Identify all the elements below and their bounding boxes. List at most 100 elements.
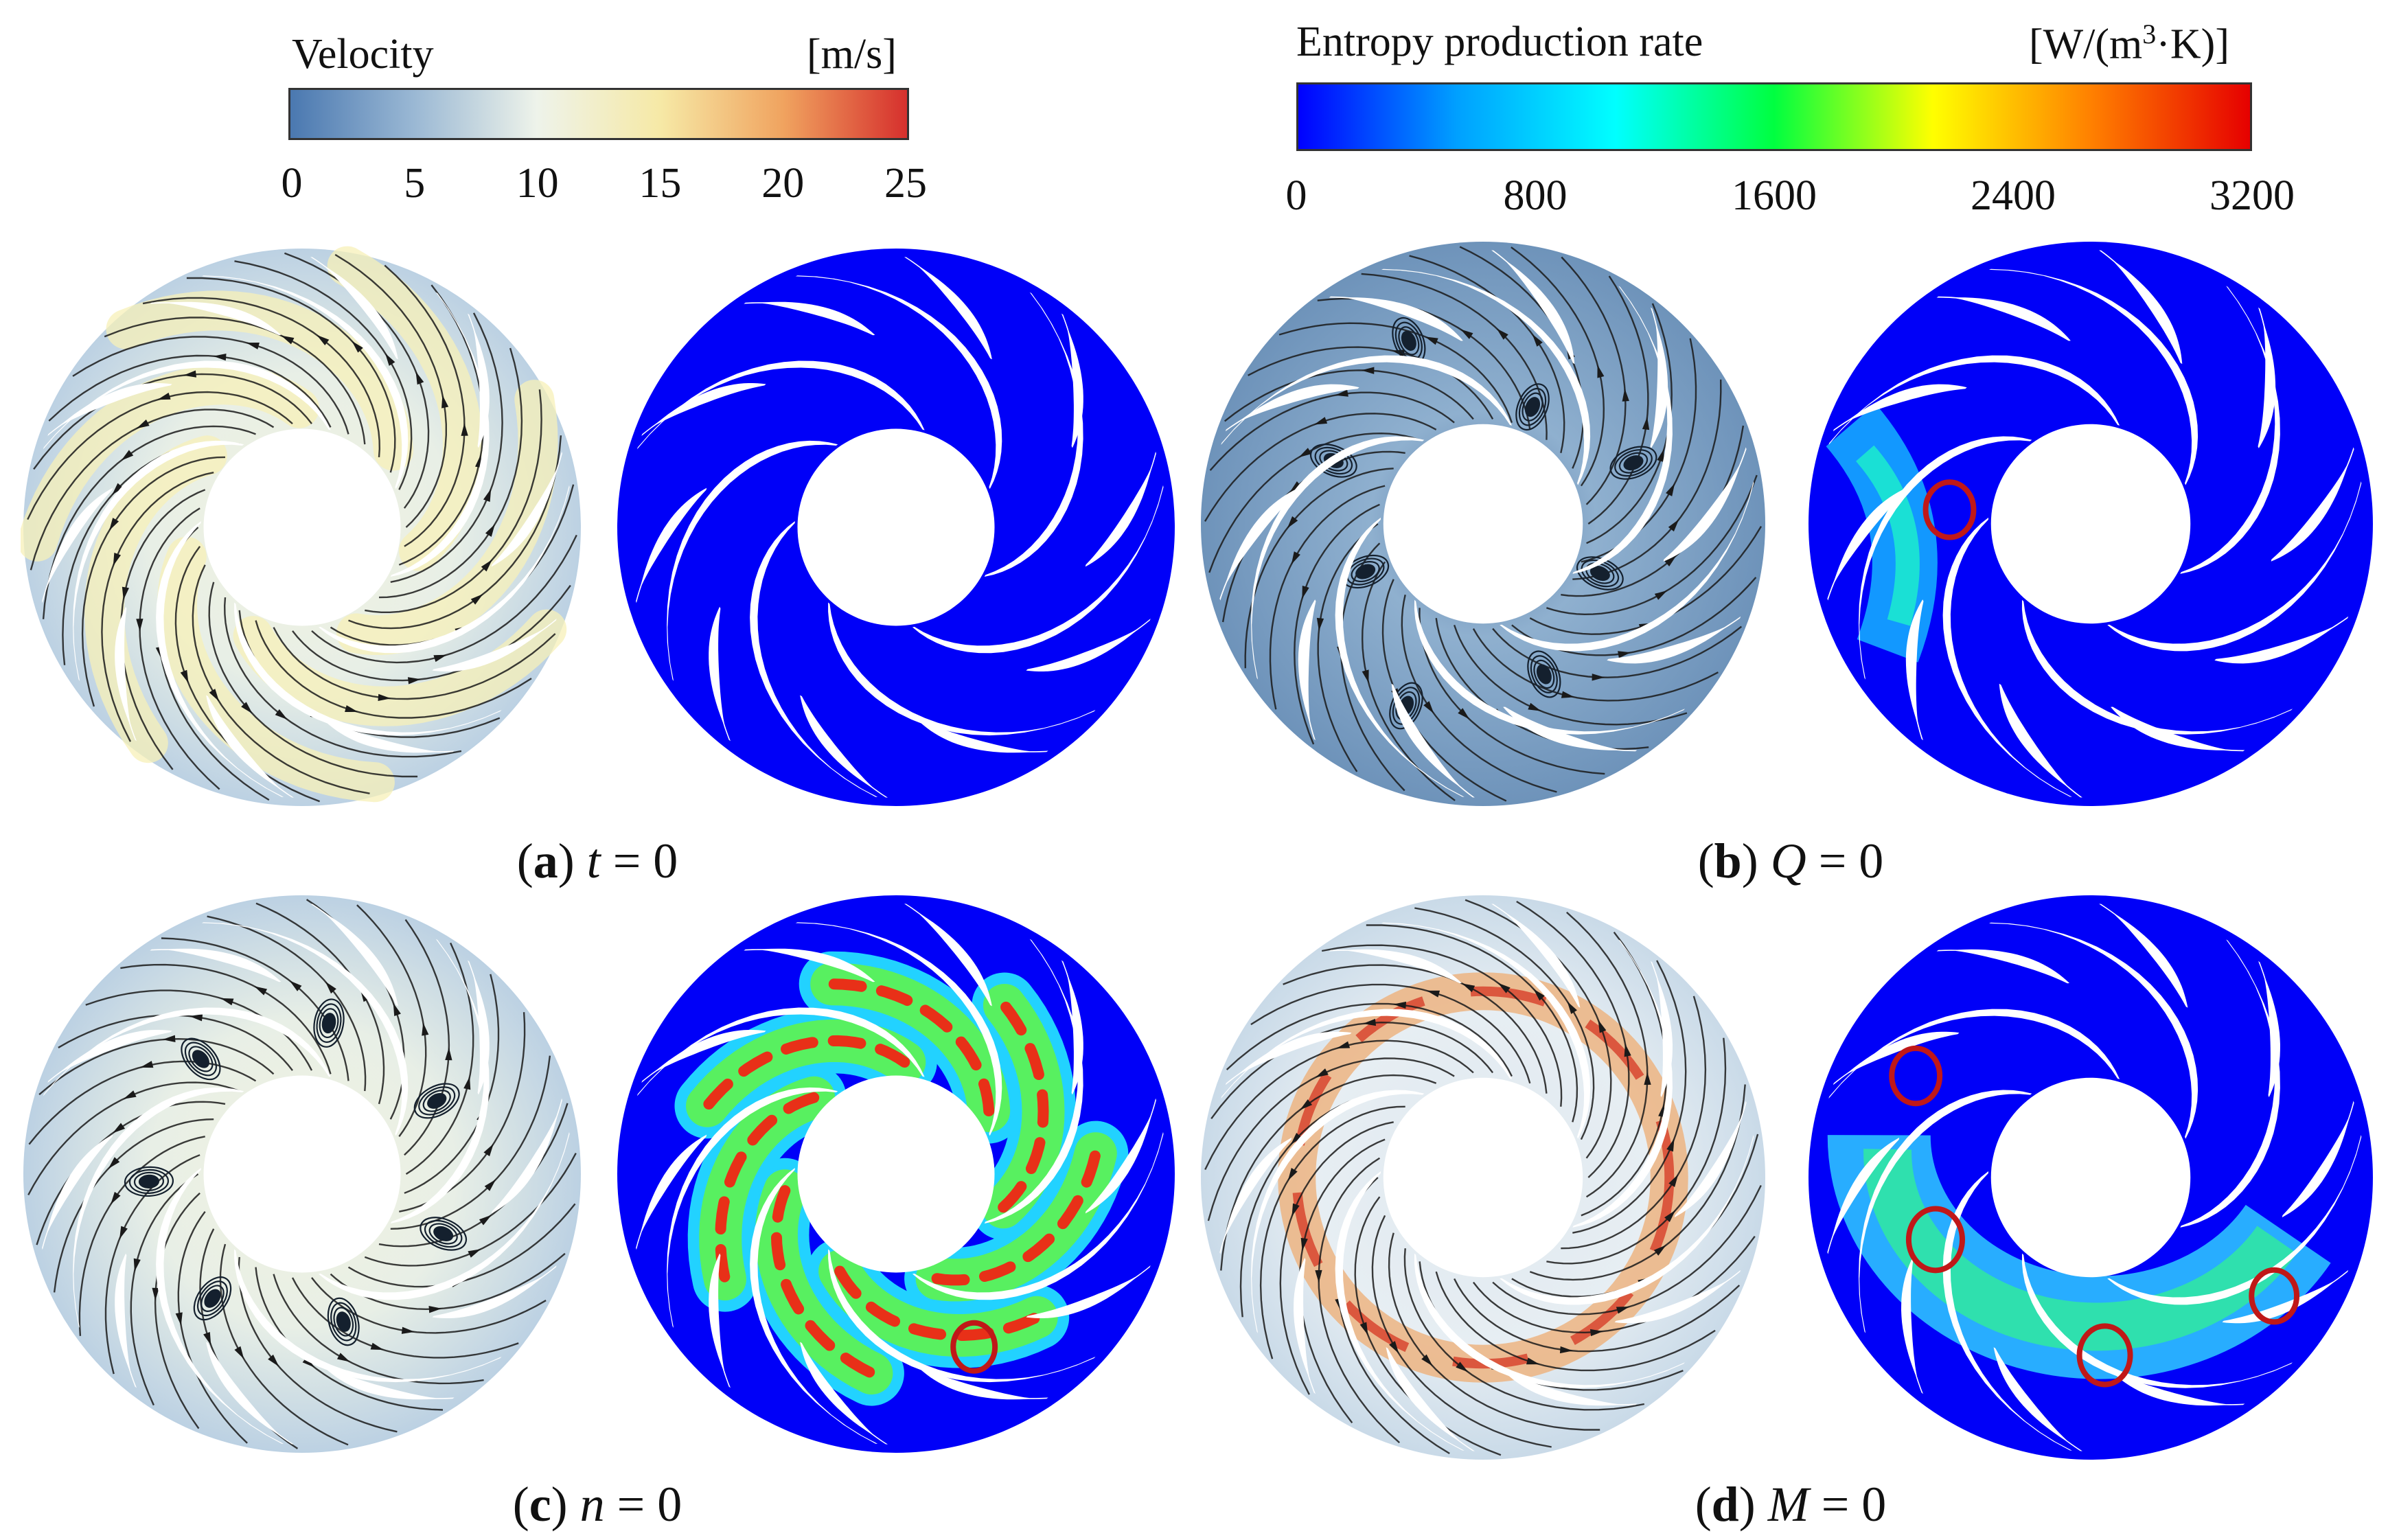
flow-arrow	[1313, 417, 1328, 425]
flow-arrow	[1291, 551, 1300, 564]
flow-arrow	[415, 371, 424, 385]
impeller-blade	[73, 1087, 244, 1328]
guide-vane	[1607, 616, 1741, 664]
impeller-hub	[1383, 1077, 1583, 1278]
highlight-circle	[1922, 479, 1977, 540]
guide-vane	[2214, 616, 2349, 664]
guide-vane	[1651, 961, 1673, 1098]
flow-arrow	[1462, 983, 1476, 993]
flow-arrow	[152, 1287, 159, 1301]
vortex	[428, 1223, 458, 1245]
vortex	[1618, 452, 1649, 474]
flow-arrow	[1298, 448, 1312, 458]
entropy-tick-800: 800	[1503, 172, 1568, 219]
flow-arrow	[108, 1157, 120, 1169]
flow-arrow	[1668, 519, 1679, 532]
high-velocity-band	[327, 246, 483, 571]
flow-arrow	[1664, 1210, 1676, 1223]
impeller-blade	[667, 440, 838, 681]
guide-vane	[1329, 296, 1463, 341]
panel-c-entropy-impeller	[617, 895, 1175, 1453]
flow-arrow	[1315, 1269, 1322, 1283]
velocity-tick-15: 15	[639, 160, 682, 207]
flow-arrow	[461, 423, 468, 436]
guide-vane	[1936, 296, 2071, 341]
flow-arrow	[1666, 483, 1675, 496]
flow-arrow	[180, 669, 189, 683]
flow-arrow	[1622, 388, 1629, 402]
flow-arrow	[325, 981, 336, 994]
vortex	[1401, 330, 1416, 351]
flow-arrow	[183, 370, 197, 378]
flow-arrow	[1335, 389, 1348, 397]
flow-arrow	[1532, 334, 1543, 347]
highlight-circle	[2249, 1267, 2300, 1325]
vortex	[418, 1086, 456, 1116]
flow-arrow	[463, 1077, 471, 1090]
vortex	[1351, 561, 1380, 583]
guide-vane	[1936, 949, 2069, 984]
guide-vane	[641, 1030, 766, 1083]
guide-vane	[1833, 1031, 1960, 1085]
vortex	[196, 1280, 228, 1317]
flow-arrow	[1361, 367, 1375, 374]
vortex	[433, 1226, 454, 1241]
guide-vane	[641, 383, 766, 436]
flow-arrow	[1363, 1018, 1377, 1026]
guide-vane	[323, 1366, 455, 1400]
flow-arrow	[281, 335, 295, 345]
vortex	[1527, 650, 1561, 698]
impeller-hub	[1990, 1077, 2191, 1278]
flow-arrow	[345, 705, 358, 713]
flow-arrow	[1300, 1099, 1313, 1110]
flow-arrow	[401, 1326, 415, 1334]
flow-arrow	[241, 702, 253, 714]
flow-arrow	[122, 586, 129, 600]
flow-arrow	[1654, 590, 1668, 600]
impeller-hub	[203, 428, 401, 626]
flow-arrow	[1423, 701, 1434, 714]
entropy-tick-2400: 2400	[1971, 172, 2056, 219]
flow-arrow	[1362, 669, 1369, 683]
caption-d: (d) M = 0	[1695, 1477, 1887, 1532]
vortex	[1533, 659, 1555, 689]
flow-arrow	[1597, 365, 1605, 378]
guide-vane	[1294, 1257, 1316, 1394]
impeller-blade	[1251, 1090, 1425, 1333]
panel-b-velocity-impeller	[1201, 242, 1765, 806]
high-velocity-band	[84, 435, 227, 763]
vortex	[327, 1297, 360, 1346]
vortex	[319, 1008, 339, 1039]
vortex	[1623, 455, 1644, 471]
flow-arrow	[317, 334, 330, 346]
panel-a-velocity-impeller	[21, 246, 581, 806]
flow-arrow	[441, 395, 449, 409]
vortex	[188, 1046, 214, 1072]
vortex	[1525, 397, 1541, 417]
flow-arrow	[1389, 1341, 1399, 1354]
passage-loss-peak	[702, 1035, 910, 1112]
guide-vane	[1225, 384, 1359, 432]
impeller-hub	[1383, 424, 1583, 624]
flow-arrow	[136, 419, 150, 429]
entropy-tick-1600: 1600	[1732, 172, 1817, 219]
entropy-tick-3200: 3200	[2209, 172, 2295, 219]
flow-arrow	[1425, 336, 1438, 345]
flow-arrow	[1526, 1357, 1540, 1365]
guide-vane	[1026, 1265, 1151, 1318]
vortex	[333, 1307, 354, 1337]
flow-arrow	[1567, 1001, 1577, 1014]
guide-vane	[744, 301, 875, 336]
flow-arrow	[1496, 328, 1508, 340]
flow-arrow	[112, 1123, 126, 1134]
flow-arrow	[422, 1022, 429, 1036]
flow-arrow	[352, 341, 363, 353]
flow-arrow	[1393, 1001, 1407, 1009]
flow-arrow	[1359, 1322, 1368, 1335]
vortex	[1389, 682, 1423, 730]
flow-arrow	[1561, 691, 1575, 698]
flow-arrow	[1421, 1354, 1433, 1366]
flow-arrow	[1315, 1068, 1329, 1078]
flow-arrow	[289, 980, 302, 991]
flow-arrow	[157, 392, 171, 400]
